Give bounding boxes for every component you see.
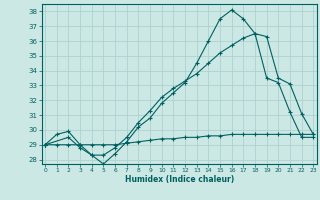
X-axis label: Humidex (Indice chaleur): Humidex (Indice chaleur) (124, 175, 234, 184)
